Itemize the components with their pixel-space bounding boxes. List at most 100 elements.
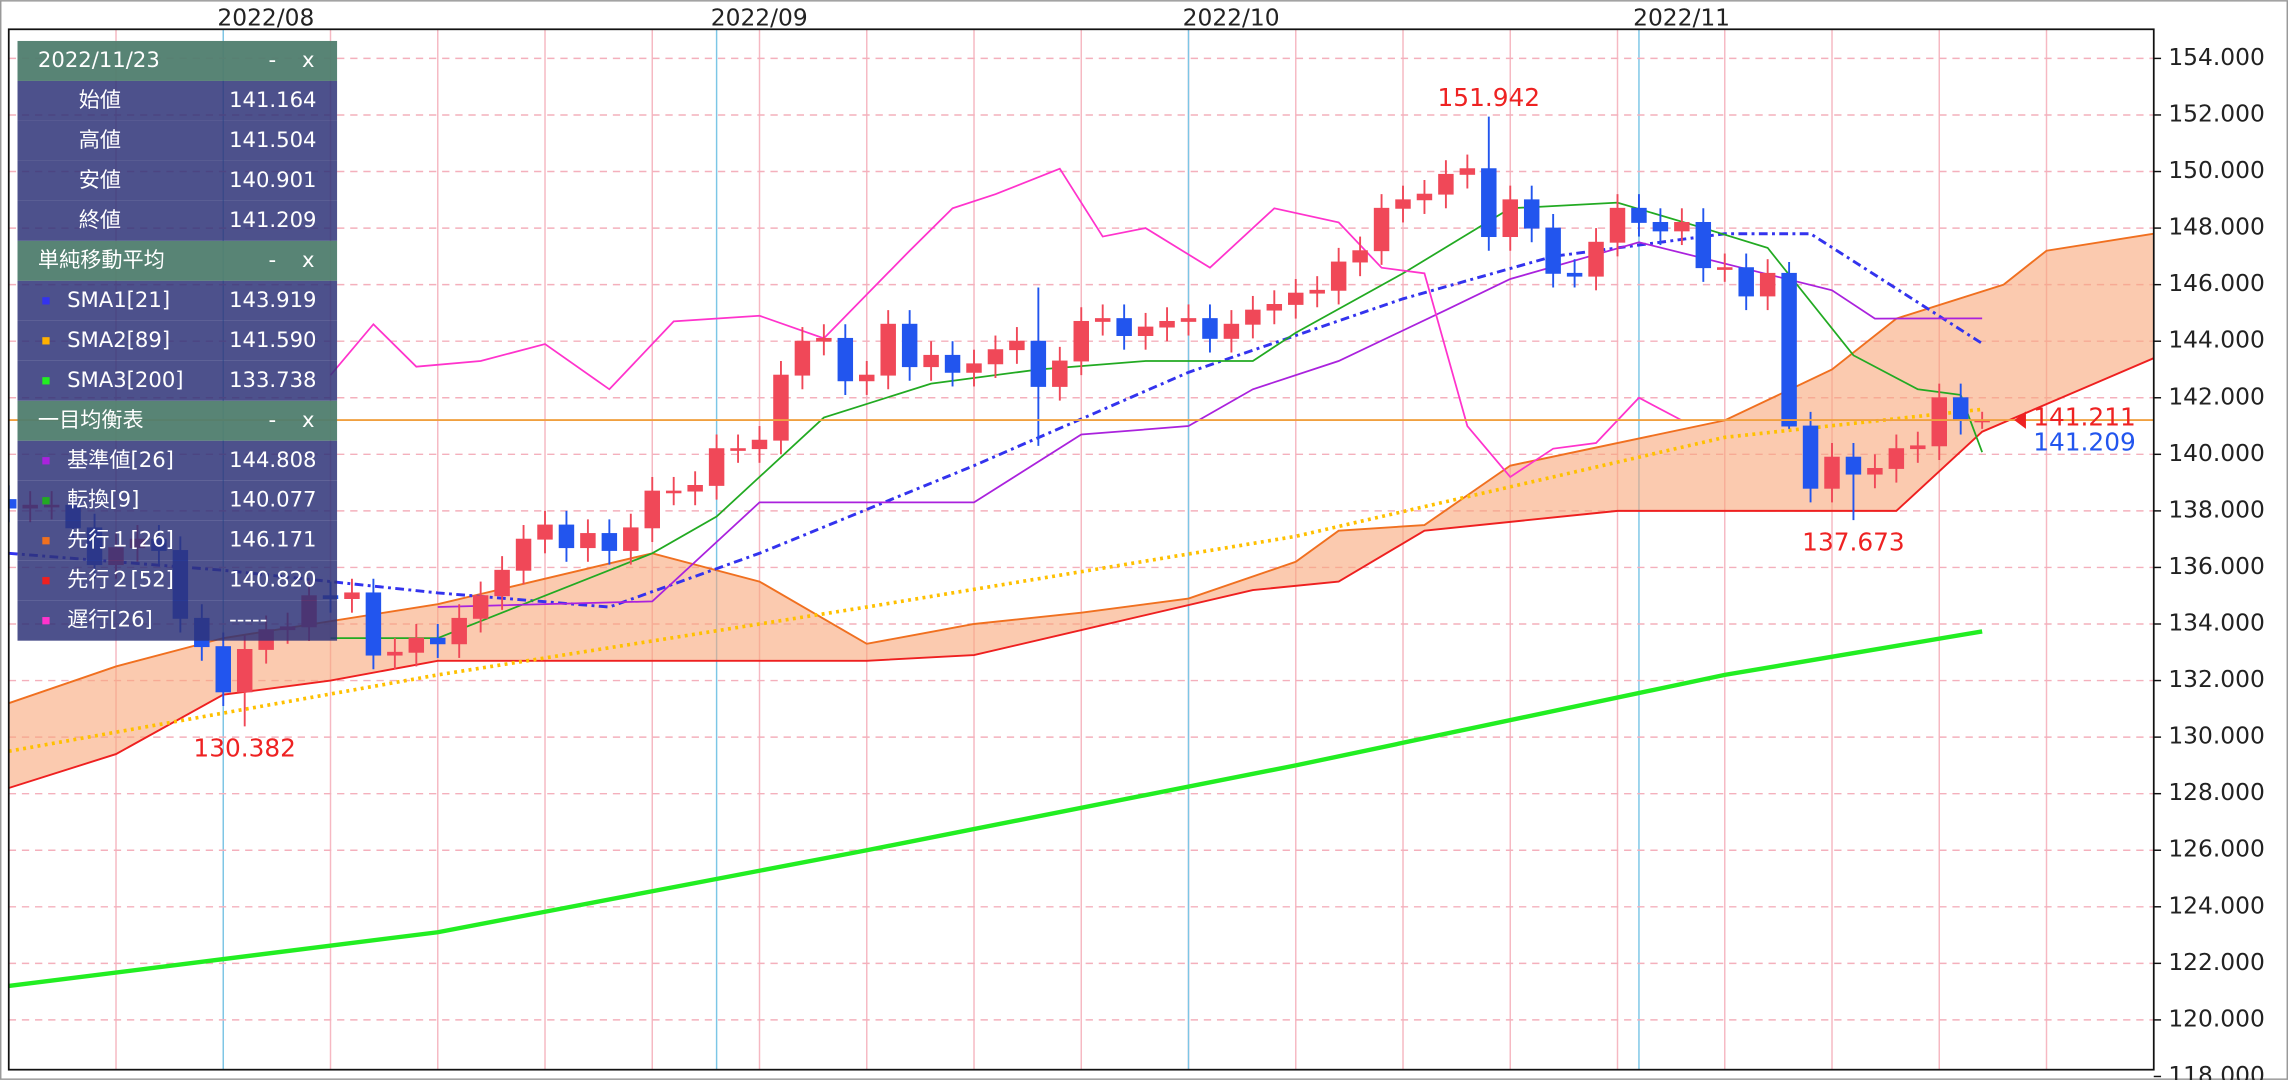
panel-value: 133.738 — [229, 367, 316, 392]
candle-body — [1395, 199, 1411, 209]
indicator-line — [8, 232, 1983, 609]
panel-label: 高値 — [79, 127, 121, 152]
candle-body — [1566, 272, 1583, 277]
candle-body — [1674, 221, 1690, 232]
panel-header — [17, 240, 338, 281]
candle-body — [515, 538, 532, 571]
panel-row — [17, 480, 338, 521]
candle-body — [430, 637, 446, 645]
extreme-label: 137.673 — [1802, 527, 1905, 556]
panel-label: SMA2[89] — [67, 327, 170, 352]
candle-body — [408, 637, 425, 653]
panel-minimize[interactable]: - — [268, 47, 276, 72]
candle-body — [1717, 267, 1733, 270]
candle-body — [1481, 168, 1497, 238]
panel-title: 一目均衡表 — [38, 407, 144, 432]
candle-body — [1867, 468, 1883, 475]
panel-minimize[interactable]: - — [268, 247, 276, 272]
panel-close[interactable]: x — [302, 47, 315, 72]
panel-row — [17, 120, 338, 161]
y-tick-label: 152.000 — [2168, 99, 2264, 127]
panel-close[interactable]: x — [302, 407, 315, 432]
panel-label: 転換[9] — [67, 487, 139, 512]
panel-row — [17, 200, 338, 241]
candle-body — [1523, 199, 1540, 229]
candle-body — [1352, 250, 1368, 263]
candle-body — [773, 374, 789, 441]
candle-body — [1695, 221, 1712, 269]
panel-label: 安値 — [79, 167, 121, 192]
candle-body — [1266, 304, 1283, 311]
y-tick-label: 138.000 — [2168, 495, 2264, 523]
y-tick-label: 126.000 — [2168, 835, 2264, 863]
candle-body — [580, 533, 596, 549]
candle-body — [1116, 318, 1132, 336]
panel-value: 140.820 — [229, 567, 316, 592]
y-tick-label: 146.000 — [2168, 269, 2264, 297]
candle-body — [1545, 227, 1561, 274]
plot-area — [8, 29, 2154, 1070]
candle-body — [1073, 320, 1089, 362]
candle-body — [365, 592, 382, 656]
candle-body — [1052, 360, 1068, 387]
panel-value: 141.504 — [229, 127, 316, 152]
panel-label: 先行１[26] — [67, 527, 174, 552]
candle-body — [1159, 320, 1175, 328]
candle-body — [1245, 309, 1261, 325]
panel-label: 始値 — [79, 87, 121, 112]
candle-body — [794, 340, 811, 376]
candle-body — [1631, 207, 1647, 223]
candle-body — [1438, 173, 1454, 195]
panel-value: 141.590 — [229, 327, 316, 352]
y-tick-label: 134.000 — [2168, 609, 2264, 637]
panel-label: 遅行[26] — [67, 607, 153, 632]
legend-swatch — [42, 297, 50, 305]
candle-body — [708, 448, 725, 486]
candle-body — [730, 448, 746, 451]
indicator-line — [8, 407, 1983, 754]
candle-body — [1288, 292, 1304, 305]
y-tick-label: 132.000 — [2168, 665, 2264, 693]
cloud-span — [8, 357, 2154, 789]
candle-body — [215, 646, 231, 693]
panel-value: 140.901 — [229, 167, 316, 192]
candle-body — [344, 592, 360, 599]
candle-body — [1845, 456, 1862, 475]
candle-body — [1802, 425, 1819, 489]
panel-close[interactable]: x — [302, 247, 315, 272]
panel-row — [17, 440, 338, 481]
panel-row — [17, 360, 338, 401]
candle-body — [1781, 272, 1797, 427]
candle-body — [1309, 289, 1325, 294]
y-tick-label: 122.000 — [2168, 948, 2264, 976]
y-tick-label: 144.000 — [2168, 326, 2264, 354]
y-tick-label: 130.000 — [2168, 722, 2264, 750]
panel-value: ----- — [229, 607, 267, 632]
panel-label: SMA1[21] — [67, 287, 170, 312]
candle-body — [644, 490, 660, 529]
candle-body — [1609, 207, 1626, 243]
panel-label: 先行２[52] — [67, 567, 174, 592]
panel-value: 143.919 — [229, 287, 316, 312]
x-tick-label: 2022/11 — [1633, 4, 1730, 32]
panel-row — [17, 320, 338, 361]
panel-minimize[interactable]: - — [268, 407, 276, 432]
candle-body — [1888, 448, 1905, 469]
candle-body — [1652, 221, 1669, 232]
candle-body — [1094, 318, 1111, 322]
panel-row — [17, 600, 338, 641]
candle-body — [665, 490, 682, 494]
candle-body — [944, 354, 961, 373]
y-tick-label: 120.000 — [2168, 1004, 2264, 1032]
legend-swatch — [42, 377, 50, 385]
candle-body — [1910, 445, 1926, 450]
y-tick-label: 124.000 — [2168, 891, 2264, 919]
candle-body — [1952, 397, 1969, 421]
panel-header — [17, 40, 338, 81]
candle-body — [1223, 323, 1240, 339]
panel-label: SMA3[200] — [67, 367, 183, 392]
price-marker — [2014, 411, 2026, 429]
candle-body — [1588, 241, 1604, 277]
indicator-line — [8, 629, 1983, 989]
